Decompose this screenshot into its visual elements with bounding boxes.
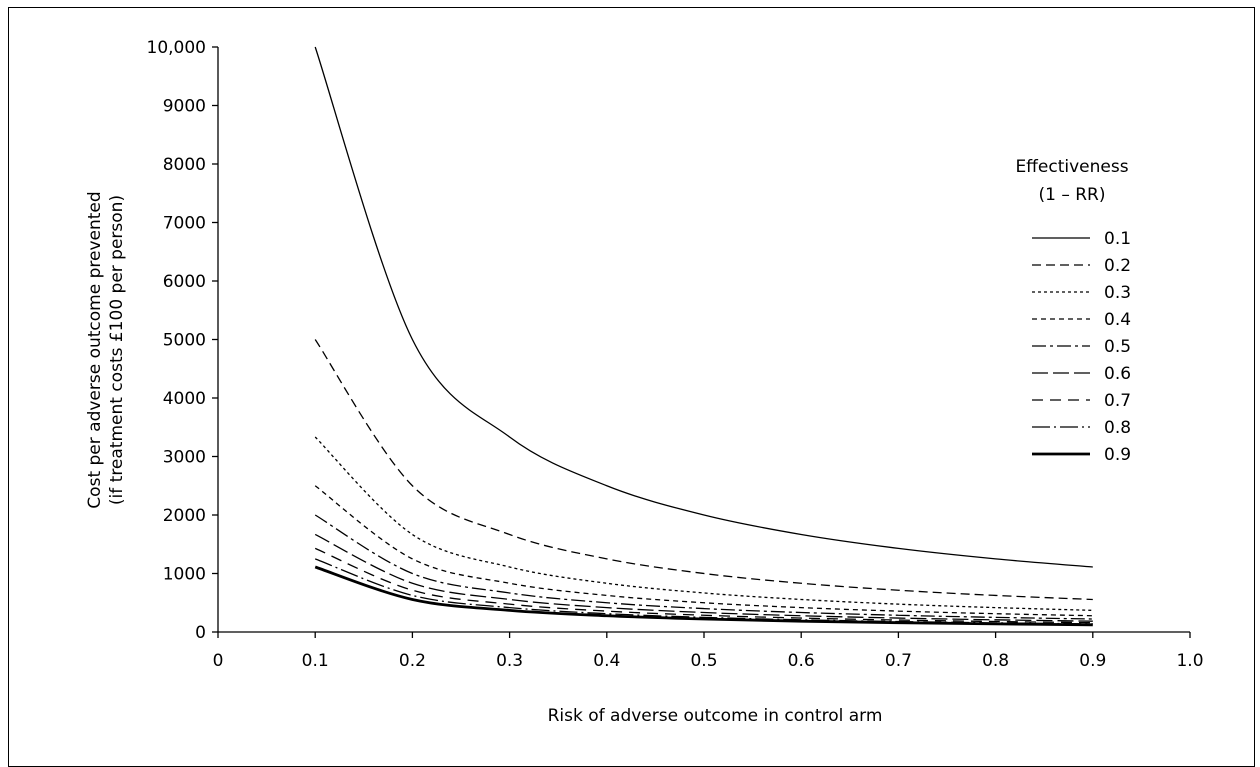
x-tick-label: 0 (213, 651, 224, 671)
legend-label-0-6: 0.6 (1104, 364, 1131, 384)
series-line-0-4 (314, 485, 1093, 617)
y-tick-label: 6000 (163, 272, 206, 292)
series-lines (314, 46, 1093, 627)
series-line-0-8 (314, 558, 1093, 625)
y-tick-label: 10,000 (147, 38, 206, 58)
y-axis-title-line2: (if treatment costs £100 per person) (107, 195, 127, 505)
y-tick-label: 7000 (163, 214, 206, 234)
series-line-0-5 (314, 514, 1093, 620)
x-tick-label: 0.8 (982, 651, 1009, 671)
x-ticks: 0 0.1 0.2 0.3 0.4 0.5 0.6 0.7 0.8 0.9 1.0 (213, 632, 1204, 671)
y-tick-label: 1000 (163, 565, 206, 585)
y-axis-title: Cost per adverse outcome prevented (if t… (85, 191, 127, 508)
legend-label-0-8: 0.8 (1104, 418, 1131, 438)
x-tick-label: 1.0 (1176, 651, 1203, 671)
legend-items: 0.1 0.2 0.3 0.4 0.5 0.6 0.7 0.8 0.9 (1032, 229, 1131, 465)
x-tick-label: 0.9 (1079, 651, 1106, 671)
y-tick-label: 5000 (163, 331, 206, 351)
series-line-0-3 (314, 436, 1093, 612)
legend-label-0-9: 0.9 (1104, 445, 1131, 465)
legend-label-0-4: 0.4 (1104, 310, 1131, 330)
y-tick-label: 3000 (163, 448, 206, 468)
x-tick-label: 0.3 (496, 651, 523, 671)
x-tick-label: 0.7 (885, 651, 912, 671)
y-tick-label: 0 (195, 623, 206, 643)
legend-label-0-5: 0.5 (1104, 337, 1131, 357)
y-tick-label: 2000 (163, 506, 206, 526)
y-ticks: 0 1000 2000 3000 4000 5000 6000 7000 8000 9000 10,… (147, 38, 218, 643)
legend-subtitle: (1 – RR) (1038, 185, 1105, 205)
figure-frame (8, 7, 1255, 767)
series-line-0-6 (314, 533, 1093, 622)
y-tick-label: 8000 (163, 155, 206, 175)
legend-label-0-3: 0.3 (1104, 283, 1131, 303)
x-tick-label: 0.6 (788, 651, 815, 671)
y-axis-title-line1: Cost per adverse outcome prevented (85, 191, 105, 508)
legend-label-0-2: 0.2 (1104, 256, 1131, 276)
axes (217, 47, 1190, 633)
series-line-0-1 (314, 46, 1093, 568)
y-tick-label: 4000 (163, 389, 206, 409)
legend: Effectiveness (1 – RR) 0.10.20.30.40.50.… (1015, 157, 1131, 465)
series-line-0-7 (314, 547, 1093, 624)
y-tick-label: 9000 (163, 97, 206, 117)
series-line-0-9 (314, 565, 1093, 627)
legend-title: Effectiveness (1015, 157, 1128, 177)
x-tick-label: 0.5 (690, 651, 717, 671)
x-tick-label: 0.4 (593, 651, 620, 671)
series-line-0-2 (314, 339, 1093, 601)
x-axis-title: Risk of adverse outcome in control arm (548, 706, 883, 726)
x-tick-label: 0.2 (399, 651, 426, 671)
x-tick-label: 0.1 (302, 651, 329, 671)
legend-label-0-7: 0.7 (1104, 391, 1131, 411)
legend-label-0-1: 0.1 (1104, 229, 1131, 249)
